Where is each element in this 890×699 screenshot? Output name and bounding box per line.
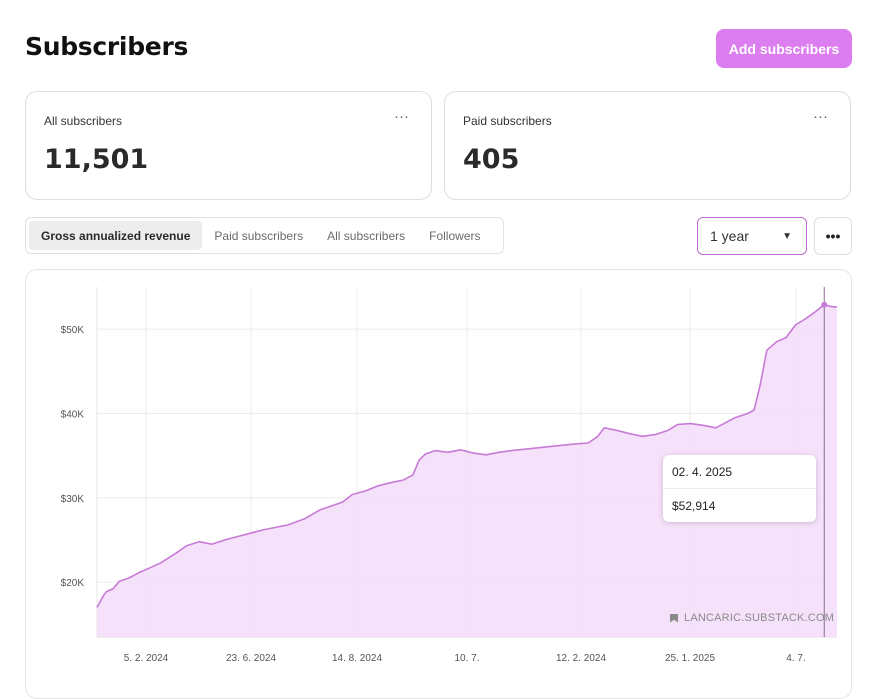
more-horizontal-icon[interactable]: ··· <box>813 108 828 125</box>
y-tick-label: $20K <box>61 578 85 589</box>
x-tick-label: 4. 7. <box>786 653 805 664</box>
tooltip-date: 02. 4. 2025 <box>672 464 733 479</box>
tab-all-subscribers[interactable]: All subscribers <box>327 228 406 243</box>
hover-point <box>821 301 828 308</box>
x-tick-label: 14. 8. 2024 <box>332 653 382 664</box>
tab-followers[interactable]: Followers <box>429 228 481 243</box>
chart-tooltip: 02. 4. 2025 $52,914 <box>663 455 816 522</box>
tab-gross-annualized-revenue[interactable]: Gross annualized revenue <box>29 221 203 250</box>
time-range-select[interactable]: 1 year ▼ <box>697 217 807 255</box>
x-tick-label: 23. 6. 2024 <box>226 653 276 664</box>
revenue-chart[interactable]: $20K $30K $40K $50K 5. 2. 2024 23. 6. 2024 14… <box>0 0 890 678</box>
x-tick-label: 25. 1. 2025 <box>665 653 715 664</box>
chart-more-button[interactable]: ••• <box>814 217 852 255</box>
caret-down-icon: ▼ <box>782 230 792 242</box>
all-subscribers-card: All subscribers 11,501 ··· <box>25 91 432 200</box>
y-tick-label: $50K <box>61 325 85 336</box>
more-horizontal-icon: ••• <box>825 228 841 244</box>
tab-paid-subscribers[interactable]: Paid subscribers <box>214 228 304 243</box>
metric-tabs: Gross annualized revenue Paid subscriber… <box>25 217 504 254</box>
revenue-area <box>97 304 837 637</box>
stat-label: Paid subscribers <box>463 114 552 128</box>
more-horizontal-icon[interactable]: ··· <box>394 108 409 125</box>
x-tick-label: 10. 7. <box>454 653 479 664</box>
stat-label: All subscribers <box>44 114 123 128</box>
watermark-text: LANCARIC.SUBSTACK.COM <box>684 612 835 624</box>
x-tick-label: 5. 2. 2024 <box>124 653 169 664</box>
page-title: Subscribers <box>25 32 189 61</box>
x-tick-label: 12. 2. 2024 <box>556 653 606 664</box>
stat-value: 11,501 <box>44 144 149 175</box>
time-range-value: 1 year <box>710 228 749 244</box>
watermark: LANCARIC.SUBSTACK.COM <box>670 612 834 624</box>
revenue-line <box>96 303 838 608</box>
y-tick-label: $30K <box>61 494 85 505</box>
y-tick-label: $40K <box>61 410 85 421</box>
tooltip-value: $52,914 <box>663 488 816 522</box>
add-subscribers-button[interactable]: Add subscribers <box>716 29 852 68</box>
paid-subscribers-card: Paid subscribers 405 ··· <box>444 91 851 200</box>
stat-value: 405 <box>463 144 520 175</box>
bookmark-icon <box>670 613 678 623</box>
